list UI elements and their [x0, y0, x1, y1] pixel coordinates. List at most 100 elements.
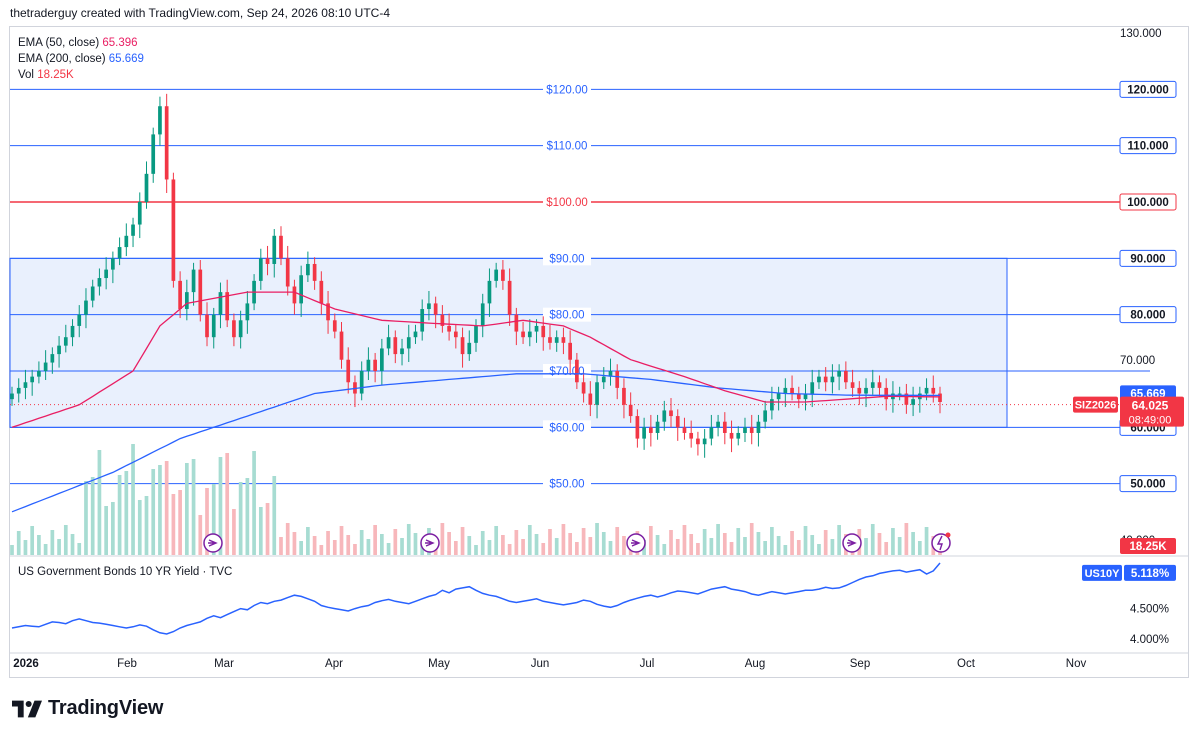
- candle[interactable]: [447, 313, 451, 341]
- candle[interactable]: [131, 217, 135, 248]
- candle[interactable]: [225, 279, 230, 328]
- candle[interactable]: [427, 291, 431, 321]
- candle[interactable]: [655, 414, 660, 440]
- candle[interactable]: [380, 338, 384, 385]
- candle[interactable]: [467, 330, 472, 361]
- candle[interactable]: [729, 420, 734, 453]
- candle[interactable]: [648, 414, 653, 447]
- candle[interactable]: [184, 279, 189, 321]
- candle[interactable]: [211, 307, 216, 349]
- candle[interactable]: [541, 316, 546, 351]
- candle[interactable]: [796, 386, 801, 409]
- candle[interactable]: [756, 414, 761, 447]
- candle[interactable]: [689, 420, 694, 448]
- candle[interactable]: [393, 330, 398, 364]
- candle[interactable]: [554, 330, 559, 352]
- candle[interactable]: [790, 375, 794, 401]
- candle[interactable]: [198, 260, 203, 322]
- candle[interactable]: [164, 93, 169, 193]
- candle[interactable]: [776, 386, 781, 411]
- candle[interactable]: [494, 262, 499, 288]
- candle[interactable]: [178, 271, 182, 319]
- event-marker-icon[interactable]: [203, 533, 223, 553]
- candle[interactable]: [124, 223, 129, 257]
- candle[interactable]: [90, 279, 95, 308]
- candle[interactable]: [158, 96, 162, 146]
- candle[interactable]: [285, 245, 290, 296]
- candle[interactable]: [117, 237, 122, 266]
- candle[interactable]: [406, 324, 411, 362]
- candle[interactable]: [803, 383, 808, 411]
- candle[interactable]: [837, 364, 841, 391]
- candle[interactable]: [864, 378, 868, 408]
- earnings-flash-icon[interactable]: [931, 532, 951, 553]
- candle[interactable]: [534, 319, 539, 343]
- candle[interactable]: [400, 338, 404, 366]
- candle[interactable]: [258, 248, 263, 290]
- candle[interactable]: [480, 293, 485, 338]
- candle[interactable]: [339, 321, 344, 369]
- candle[interactable]: [696, 431, 700, 456]
- candle[interactable]: [111, 251, 115, 284]
- candle[interactable]: [938, 386, 942, 414]
- candle[interactable]: [669, 398, 673, 428]
- candle[interactable]: [581, 372, 586, 403]
- candle[interactable]: [440, 305, 445, 333]
- candle[interactable]: [749, 414, 754, 445]
- candle[interactable]: [70, 319, 75, 347]
- candle[interactable]: [420, 299, 425, 341]
- legend-ema200[interactable]: EMA (200, close) 65.669: [18, 51, 144, 67]
- candle[interactable]: [346, 347, 351, 394]
- candle[interactable]: [144, 161, 149, 209]
- candle[interactable]: [413, 324, 418, 344]
- legend-volume[interactable]: Vol 18.25K: [18, 67, 144, 83]
- candle[interactable]: [568, 330, 572, 374]
- bond-yield-line[interactable]: [11, 562, 941, 635]
- candle[interactable]: [521, 321, 525, 344]
- candle[interactable]: [716, 414, 720, 437]
- candle[interactable]: [817, 369, 821, 390]
- candle[interactable]: [299, 265, 304, 317]
- candle[interactable]: [628, 392, 633, 423]
- candle[interactable]: [279, 226, 283, 266]
- event-marker-icon[interactable]: [420, 533, 440, 553]
- candle[interactable]: [561, 327, 566, 355]
- candle[interactable]: [642, 417, 646, 450]
- candle[interactable]: [245, 291, 250, 334]
- candle[interactable]: [205, 302, 209, 347]
- candle[interactable]: [326, 291, 330, 334]
- candle[interactable]: [319, 271, 324, 315]
- candle[interactable]: [857, 381, 862, 405]
- candle[interactable]: [682, 417, 687, 440]
- candle[interactable]: [608, 358, 613, 386]
- candle[interactable]: [238, 310, 243, 349]
- candle[interactable]: [897, 386, 902, 401]
- candle[interactable]: [884, 378, 889, 411]
- ema200-line[interactable]: [11, 373, 940, 513]
- candle[interactable]: [137, 192, 142, 239]
- candle[interactable]: [366, 347, 371, 381]
- candle[interactable]: [359, 361, 364, 401]
- candle[interactable]: [312, 257, 317, 290]
- candle[interactable]: [373, 352, 377, 383]
- candle[interactable]: [23, 369, 28, 400]
- candle[interactable]: [487, 268, 492, 317]
- candle[interactable]: [675, 409, 680, 441]
- candle[interactable]: [763, 400, 768, 429]
- candle[interactable]: [460, 327, 465, 368]
- candle[interactable]: [265, 245, 270, 276]
- candle[interactable]: [601, 367, 606, 390]
- event-marker-icon[interactable]: [842, 533, 862, 553]
- candle[interactable]: [844, 361, 848, 390]
- candle[interactable]: [306, 251, 310, 282]
- candle[interactable]: [50, 347, 55, 374]
- candle[interactable]: [870, 369, 875, 395]
- candle[interactable]: [904, 383, 909, 414]
- candle[interactable]: [575, 352, 579, 390]
- candle[interactable]: [10, 386, 14, 406]
- candle[interactable]: [30, 369, 35, 396]
- candle[interactable]: [850, 369, 855, 397]
- candle[interactable]: [722, 412, 727, 445]
- candle[interactable]: [548, 324, 552, 350]
